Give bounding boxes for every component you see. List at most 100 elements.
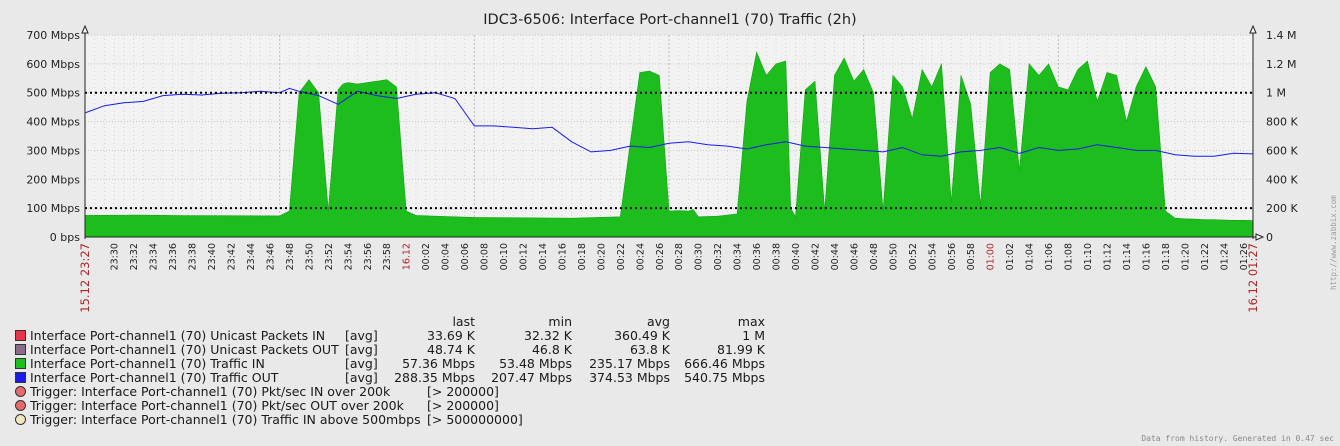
x-tick-label: 00:50: [888, 243, 899, 270]
y-tick-label-left: 400 Mbps: [26, 116, 80, 129]
x-tick-label: 01:20: [1180, 243, 1191, 270]
legend-swatch: [15, 344, 26, 355]
x-tick-label: 01:08: [1064, 243, 1075, 270]
x-tick-label: 01:12: [1103, 243, 1114, 270]
x-tick-label: 00:18: [577, 243, 588, 270]
series-traffic-in-area: [84, 51, 1254, 238]
y-tick-label-left: 100 Mbps: [26, 202, 80, 215]
x-tick-label: 01:24: [1219, 243, 1230, 270]
legend-swatch: [15, 330, 26, 341]
x-tick-label: 23:44: [246, 243, 257, 270]
trigger-indicator: [15, 414, 26, 425]
x-tick-label: 00:58: [966, 243, 977, 270]
x-tick-label: 00:20: [596, 243, 607, 270]
x-tick-label: 00:42: [811, 243, 822, 270]
x-tick-label: 00:02: [421, 243, 432, 270]
y-tick-label-right: 0: [1266, 231, 1273, 244]
y-tick-label-right: 1 M: [1266, 87, 1286, 100]
x-tick-label: 00:48: [869, 243, 880, 270]
x-tick-label: 15.12 23:27: [78, 243, 92, 313]
legend-header-min: min: [548, 314, 572, 329]
x-tick-label: 00:14: [538, 243, 549, 270]
x-tick-label: 23:40: [207, 243, 218, 270]
legend-value-max: 81.99 K: [717, 342, 765, 357]
y-tick-label-left: 300 Mbps: [26, 144, 80, 157]
y-tick-label-left: 200 Mbps: [26, 173, 80, 186]
legend-value-last: 288.35 Mbps: [394, 370, 475, 385]
x-tick-label: 01:18: [1161, 243, 1172, 270]
trigger-condition: [> 200000]: [427, 398, 499, 413]
x-axis-arrow: [1255, 233, 1265, 241]
x-tick-label: 01:10: [1083, 243, 1094, 270]
legend-item-function: [avg]: [345, 356, 378, 371]
x-tick-label: 00:28: [674, 243, 685, 270]
x-tick-label: 00:10: [499, 243, 510, 270]
zabbix-url: http://www.zabbix.com: [1329, 195, 1338, 290]
x-tick-label: 23:46: [265, 243, 276, 270]
legend-header-max: max: [737, 314, 765, 329]
legend-value-min: 53.48 Mbps: [499, 356, 572, 371]
x-tick-label: 00:32: [713, 243, 724, 270]
y-tick-label-left: 600 Mbps: [26, 58, 80, 71]
trigger-indicator: [15, 386, 26, 397]
x-tick-label: 00:26: [655, 243, 666, 270]
legend-value-avg: 63.8 K: [629, 342, 670, 357]
chart-title: IDC3-6506: Interface Port-channel1 (70) …: [483, 12, 856, 28]
y-axis-left-arrow: [81, 24, 89, 34]
x-tick-label: 01:26: [1239, 243, 1250, 270]
trigger-condition: [> 500000000]: [427, 412, 523, 427]
legend-item-function: [avg]: [345, 342, 378, 357]
x-tick-label: 16.12: [402, 243, 413, 270]
legend-item-name: Interface Port-channel1 (70) Traffic OUT: [30, 370, 279, 385]
x-tick-label: 23:42: [227, 243, 238, 270]
trigger-label: Trigger: Interface Port-channel1 (70) Pk…: [30, 398, 404, 413]
legend-value-avg: 235.17 Mbps: [589, 356, 670, 371]
legend-item-name: Interface Port-channel1 (70) Unicast Pac…: [30, 328, 326, 343]
x-tick-label: 00:40: [791, 243, 802, 270]
y-tick-label-left: 0 bps: [50, 231, 80, 244]
x-tick-label: 01:06: [1044, 243, 1055, 270]
footer-note: Data from history. Generated in 0.47 sec: [1141, 434, 1334, 443]
x-tick-label: 23:38: [188, 243, 199, 270]
x-tick-label: 23:34: [149, 243, 160, 270]
x-tick-label: 00:34: [733, 243, 744, 270]
legend-value-avg: 374.53 Mbps: [589, 370, 670, 385]
x-tick-label: 23:30: [110, 243, 121, 270]
legend-value-min: 32.32 K: [524, 328, 572, 343]
x-tick-label: 00:36: [752, 243, 763, 270]
legend-item-name: Interface Port-channel1 (70) Unicast Pac…: [30, 342, 339, 357]
legend-header-avg: avg: [647, 314, 670, 329]
x-tick-label: 00:54: [927, 243, 938, 270]
x-tick-label: 01:16: [1141, 243, 1152, 270]
legend-value-last: 57.36 Mbps: [402, 356, 475, 371]
x-tick-label: 23:58: [382, 243, 393, 270]
legend-item-function: [avg]: [345, 370, 378, 385]
y-tick-label-right: 400 K: [1266, 173, 1298, 186]
x-tick-label: 23:32: [129, 243, 140, 270]
x-tick-label: 01:22: [1200, 243, 1211, 270]
trigger-label: Trigger: Interface Port-channel1 (70) Pk…: [30, 384, 391, 399]
x-tick-label: 23:50: [304, 243, 315, 270]
y-tick-label-right: 800 K: [1266, 116, 1298, 129]
x-tick-label: 00:52: [908, 243, 919, 270]
x-tick-label: 00:56: [947, 243, 958, 270]
x-tick-label: 23:36: [168, 243, 179, 270]
legend-value-min: 207.47 Mbps: [491, 370, 572, 385]
legend-value-min: 46.8 K: [531, 342, 572, 357]
legend-swatch: [15, 372, 26, 383]
y-tick-label-left: 700 Mbps: [26, 29, 80, 42]
x-tick-label: 00:44: [830, 243, 841, 270]
x-tick-label: 01:00: [986, 243, 997, 270]
y-axis-right-arrow: [1249, 24, 1257, 34]
trigger-label: Trigger: Interface Port-channel1 (70) Tr…: [30, 412, 421, 427]
y-tick-label-right: 1.4 M: [1266, 29, 1296, 42]
legend-value-max: 666.46 Mbps: [684, 356, 765, 371]
x-tick-label: 23:52: [324, 243, 335, 270]
x-tick-label: 01:14: [1122, 243, 1133, 270]
x-tick-label: 00:24: [635, 243, 646, 270]
y-tick-label-left: 500 Mbps: [26, 87, 80, 100]
x-tick-label: 01:02: [1005, 243, 1016, 270]
legend-value-avg: 360.49 K: [614, 328, 670, 343]
trigger-condition: [> 200000]: [427, 384, 499, 399]
